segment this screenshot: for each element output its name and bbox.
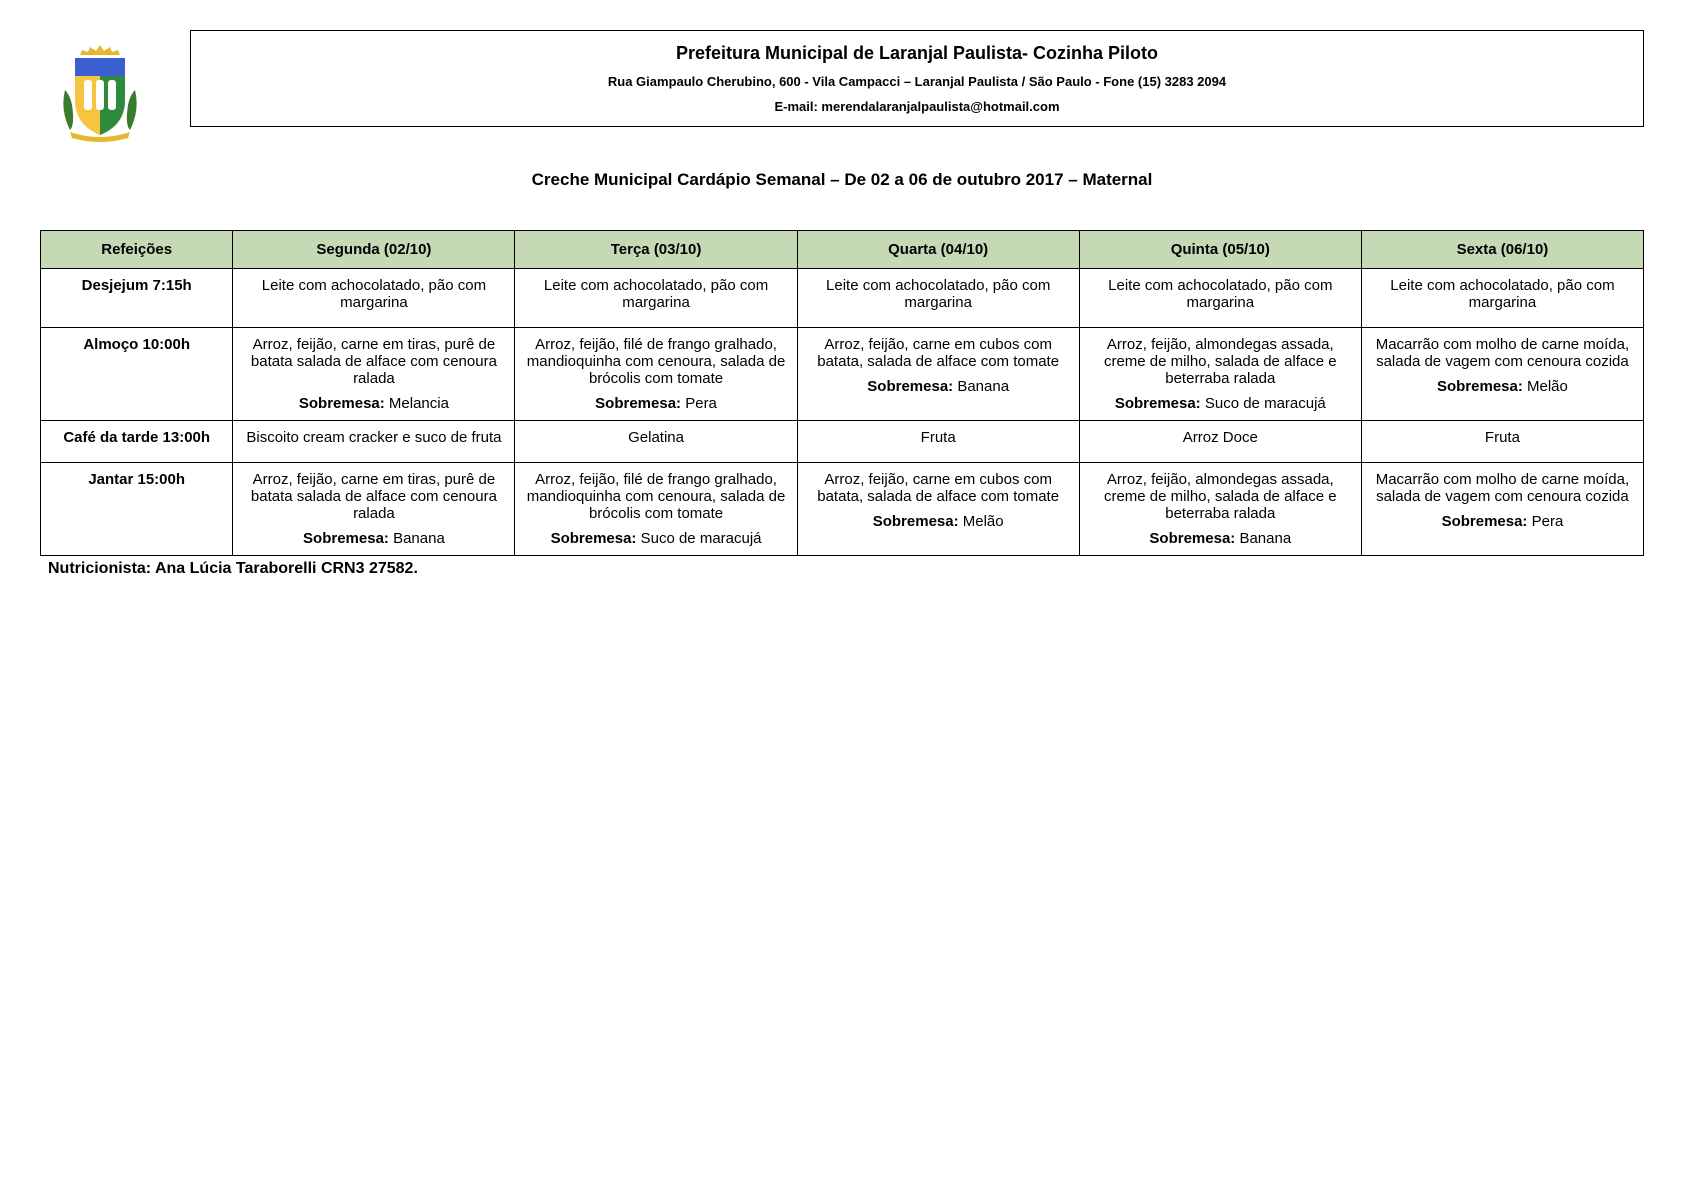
column-header: Sexta (06/10) (1361, 231, 1643, 269)
menu-cell: Leite com achocolatado, pão com margarin… (233, 269, 515, 328)
meal-dessert-text: Sobremesa: Melão (1368, 378, 1637, 395)
org-address: Rua Giampaulo Cherubino, 600 - Vila Camp… (211, 74, 1623, 89)
menu-cell: Leite com achocolatado, pão com margarin… (797, 269, 1079, 328)
document-subtitle: Creche Municipal Cardápio Semanal – De 0… (40, 170, 1644, 190)
meal-dessert-text: Sobremesa: Banana (1086, 530, 1355, 547)
column-header: Terça (03/10) (515, 231, 797, 269)
menu-cell: Leite com achocolatado, pão com margarin… (1361, 269, 1643, 328)
menu-cell: Arroz, feijão, filé de frango gralhado, … (515, 328, 797, 421)
table-row: Jantar 15:00hArroz, feijão, carne em tir… (41, 463, 1644, 556)
menu-cell: Arroz, feijão, almondegas assada, creme … (1079, 328, 1361, 421)
meal-main-text: Macarrão com molho de carne moída, salad… (1368, 336, 1637, 370)
menu-cell: Fruta (797, 421, 1079, 463)
table-row: Desjejum 7:15hLeite com achocolatado, pã… (41, 269, 1644, 328)
menu-cell: Biscoito cream cracker e suco de fruta (233, 421, 515, 463)
menu-cell: Arroz, feijão, carne em tiras, purê de b… (233, 463, 515, 556)
column-header: Segunda (02/10) (233, 231, 515, 269)
municipal-crest-icon (40, 30, 160, 150)
menu-cell: Arroz, feijão, carne em cubos com batata… (797, 463, 1079, 556)
meal-main-text: Arroz, feijão, almondegas assada, creme … (1086, 336, 1355, 387)
meal-main-text: Arroz, feijão, carne em cubos com batata… (804, 336, 1073, 370)
document-header: Prefeitura Municipal de Laranjal Paulist… (40, 30, 1644, 150)
menu-cell: Arroz, feijão, filé de frango gralhado, … (515, 463, 797, 556)
meal-main-text: Biscoito cream cracker e suco de fruta (239, 429, 508, 446)
menu-cell: Arroz Doce (1079, 421, 1361, 463)
menu-cell: Arroz, feijão, carne em cubos com batata… (797, 328, 1079, 421)
column-header: Refeições (41, 231, 233, 269)
menu-cell: Fruta (1361, 421, 1643, 463)
table-row: Almoço 10:00hArroz, feijão, carne em tir… (41, 328, 1644, 421)
meal-main-text: Arroz, feijão, carne em cubos com batata… (804, 471, 1073, 505)
meal-dessert-text: Sobremesa: Melancia (239, 395, 508, 412)
org-title: Prefeitura Municipal de Laranjal Paulist… (211, 43, 1623, 64)
column-header: Quinta (05/10) (1079, 231, 1361, 269)
org-email: E-mail: merendalaranjalpaulista@hotmail.… (211, 99, 1623, 114)
meal-dessert-text: Sobremesa: Melão (804, 513, 1073, 530)
menu-cell: Macarrão com molho de carne moída, salad… (1361, 328, 1643, 421)
menu-cell: Leite com achocolatado, pão com margarin… (1079, 269, 1361, 328)
header-info-box: Prefeitura Municipal de Laranjal Paulist… (190, 30, 1644, 127)
column-header: Quarta (04/10) (797, 231, 1079, 269)
table-header-row: RefeiçõesSegunda (02/10)Terça (03/10)Qua… (41, 231, 1644, 269)
menu-cell: Arroz, feijão, almondegas assada, creme … (1079, 463, 1361, 556)
meal-dessert-text: Sobremesa: Pera (1368, 513, 1637, 530)
meal-dessert-text: Sobremesa: Banana (804, 378, 1073, 395)
meal-main-text: Leite com achocolatado, pão com margarin… (521, 277, 790, 311)
meal-dessert-text: Sobremesa: Banana (239, 530, 508, 547)
meal-label-cell: Desjejum 7:15h (41, 269, 233, 328)
meal-dessert-text: Sobremesa: Suco de maracujá (521, 530, 790, 547)
meal-dessert-text: Sobremesa: Suco de maracujá (1086, 395, 1355, 412)
meal-main-text: Macarrão com molho de carne moída, salad… (1368, 471, 1637, 505)
meal-main-text: Leite com achocolatado, pão com margarin… (1368, 277, 1637, 311)
meal-label-cell: Café da tarde 13:00h (41, 421, 233, 463)
meal-main-text: Arroz Doce (1086, 429, 1355, 446)
menu-cell: Macarrão com molho de carne moída, salad… (1361, 463, 1643, 556)
meal-label-cell: Almoço 10:00h (41, 328, 233, 421)
meal-main-text: Fruta (804, 429, 1073, 446)
meal-main-text: Arroz, feijão, filé de frango gralhado, … (521, 336, 790, 387)
menu-cell: Gelatina (515, 421, 797, 463)
meal-main-text: Leite com achocolatado, pão com margarin… (239, 277, 508, 311)
meal-main-text: Arroz, feijão, almondegas assada, creme … (1086, 471, 1355, 522)
meal-main-text: Arroz, feijão, carne em tiras, purê de b… (239, 471, 508, 522)
menu-cell: Arroz, feijão, carne em tiras, purê de b… (233, 328, 515, 421)
menu-table: RefeiçõesSegunda (02/10)Terça (03/10)Qua… (40, 230, 1644, 556)
meal-main-text: Leite com achocolatado, pão com margarin… (804, 277, 1073, 311)
menu-cell: Leite com achocolatado, pão com margarin… (515, 269, 797, 328)
table-row: Café da tarde 13:00h Biscoito cream crack… (41, 421, 1644, 463)
meal-dessert-text: Sobremesa: Pera (521, 395, 790, 412)
meal-main-text: Leite com achocolatado, pão com margarin… (1086, 277, 1355, 311)
meal-main-text: Fruta (1368, 429, 1637, 446)
meal-label-cell: Jantar 15:00h (41, 463, 233, 556)
meal-main-text: Arroz, feijão, carne em tiras, purê de b… (239, 336, 508, 387)
nutritionist-footer: Nutricionista: Ana Lúcia Taraborelli CRN… (40, 560, 1644, 578)
meal-main-text: Arroz, feijão, filé de frango gralhado, … (521, 471, 790, 522)
meal-main-text: Gelatina (521, 429, 790, 446)
